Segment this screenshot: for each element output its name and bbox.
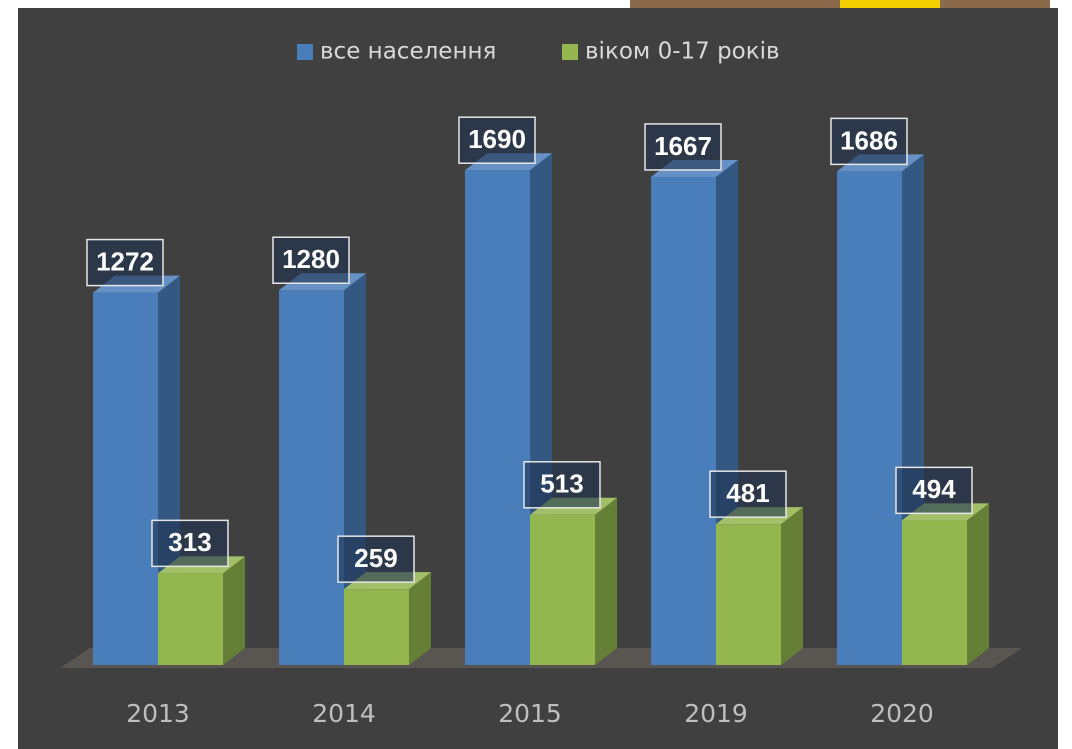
bar-side xyxy=(595,497,617,665)
data-label-box xyxy=(458,116,536,164)
x-tick-label: 2013 xyxy=(126,699,190,728)
data-label-box xyxy=(337,535,415,583)
bar xyxy=(344,572,431,665)
bar-side-shade xyxy=(409,572,431,665)
data-label-box xyxy=(644,123,722,171)
bar-front xyxy=(465,170,530,665)
data-label: 1667 xyxy=(654,131,712,161)
data-label: 494 xyxy=(912,474,956,504)
bar-side-shade xyxy=(967,503,989,665)
bar-front xyxy=(279,290,344,665)
legend-swatch xyxy=(297,44,313,60)
data-label-box xyxy=(86,238,164,287)
bar-front xyxy=(651,176,716,665)
bar-front xyxy=(837,171,902,666)
x-tick-label: 2019 xyxy=(684,699,748,728)
bar-front xyxy=(158,573,223,665)
bar xyxy=(530,497,617,665)
bar-front xyxy=(530,514,595,665)
data-label-box xyxy=(709,470,787,518)
bar xyxy=(716,507,803,665)
bar-front xyxy=(93,292,158,665)
bar-side xyxy=(409,572,431,665)
photo-fragment xyxy=(840,0,940,10)
data-label: 481 xyxy=(726,478,769,508)
legend-swatch xyxy=(562,44,578,60)
bar-side xyxy=(781,507,803,665)
data-label: 1686 xyxy=(840,125,898,155)
data-label: 259 xyxy=(354,543,397,573)
bar-front xyxy=(902,520,967,665)
legend-label: все населення xyxy=(320,39,496,65)
bar-front xyxy=(344,589,409,665)
data-label: 1690 xyxy=(468,124,526,154)
bar-side xyxy=(223,556,245,665)
x-tick-label: 2014 xyxy=(312,699,376,728)
x-tick-label: 2015 xyxy=(498,699,562,728)
x-tick-label: 2020 xyxy=(870,699,934,728)
data-label-box xyxy=(830,117,908,166)
bar xyxy=(158,556,245,665)
bar-side-shade xyxy=(223,556,245,665)
bar-side-shade xyxy=(781,507,803,665)
data-label: 1280 xyxy=(282,244,340,274)
data-label-box xyxy=(272,236,350,284)
data-label: 1272 xyxy=(96,246,154,276)
bar-side-shade xyxy=(595,497,617,665)
data-label-box xyxy=(895,466,973,515)
legend-label: віком 0-17 років xyxy=(585,39,780,65)
data-label-box xyxy=(523,461,601,509)
data-label: 313 xyxy=(168,527,211,557)
bar xyxy=(902,503,989,665)
bar-front xyxy=(716,524,781,665)
data-label: 513 xyxy=(540,469,583,499)
data-label-box xyxy=(151,519,229,568)
bar-side xyxy=(967,503,989,665)
